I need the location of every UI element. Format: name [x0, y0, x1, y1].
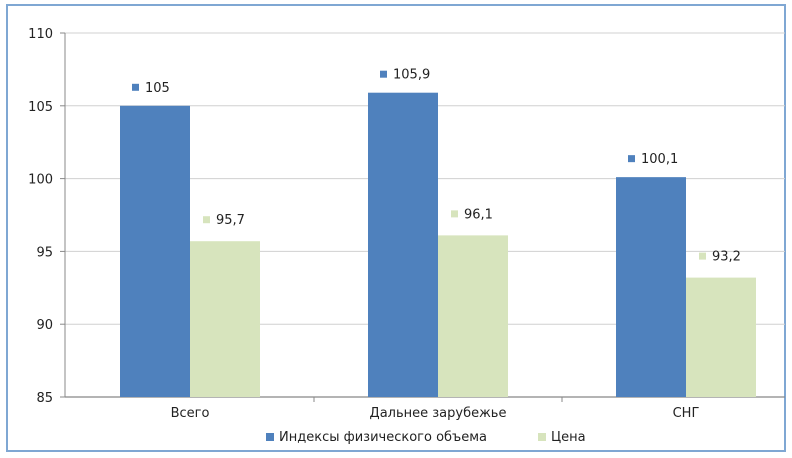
- data-label: 93,2: [712, 250, 741, 265]
- data-label-marker: [380, 70, 387, 78]
- bar-price: [686, 277, 756, 397]
- data-label: 105: [145, 81, 170, 96]
- y-tick-label: 85: [36, 391, 53, 406]
- data-label-marker: [628, 155, 635, 163]
- data-label-marker: [699, 252, 706, 260]
- legend-label: Индексы физического объема: [279, 430, 487, 445]
- data-label: 96,1: [464, 207, 493, 222]
- x-tick-label: Всего: [171, 406, 210, 421]
- data-label-marker: [203, 216, 210, 224]
- data-label: 100,1: [641, 152, 678, 167]
- y-tick-label: 110: [28, 27, 53, 42]
- legend-label: Цена: [551, 430, 586, 445]
- data-label: 105,9: [393, 68, 430, 83]
- y-tick-label: 100: [28, 173, 53, 188]
- data-label: 95,7: [216, 213, 245, 228]
- x-tick-label: Дальнее зарубежье: [370, 406, 507, 421]
- bar-price: [438, 235, 508, 397]
- legend-swatch: [538, 433, 546, 441]
- bar-volume: [368, 92, 438, 398]
- bar-price: [190, 241, 260, 397]
- legend-swatch: [266, 433, 274, 441]
- data-label-marker: [451, 210, 458, 218]
- bar-volume: [616, 177, 686, 397]
- y-tick-label: 90: [36, 318, 53, 333]
- y-tick-label: 105: [28, 100, 53, 115]
- y-tick-label: 95: [36, 245, 53, 260]
- x-tick-label: СНГ: [673, 406, 700, 421]
- data-label-marker: [132, 83, 139, 91]
- bar-volume: [120, 105, 190, 398]
